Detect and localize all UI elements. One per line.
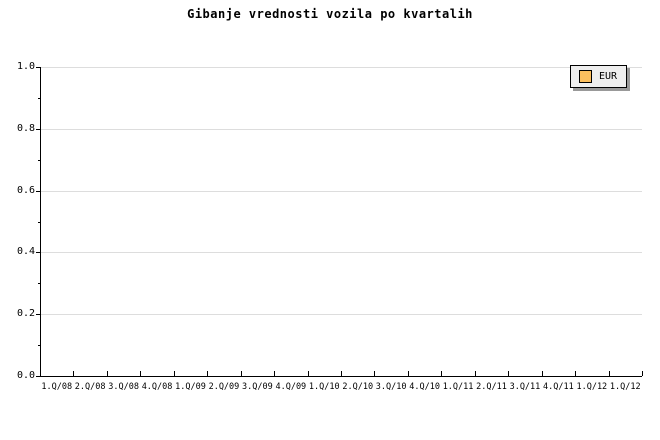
y-axis-label-0.0: 0.0 [16,370,35,381]
y-major-tick-0.2 [36,314,40,316]
y-minor-tick-0.7 [38,159,40,161]
x-axis-label-11: 3.Q/10 [375,382,407,392]
y-minor-tick-0.9 [38,97,40,99]
legend-label-eur: EUR [599,71,618,82]
x-axis-tick-10 [374,371,375,376]
gridline-y-0.4 [41,252,642,254]
x-axis-tick-18 [642,371,643,376]
y-minor-tick-0.1 [38,345,40,347]
y-major-tick-0.6 [36,190,40,192]
x-axis-label-8: 4.Q/09 [275,382,307,392]
y-axis-label-0.2: 0.2 [16,308,35,320]
y-minor-tick-0.3 [38,283,40,285]
y-axis-label-0.8: 0.8 [16,122,35,134]
x-axis-label-17: 1.Q/12 [576,382,608,392]
x-axis-label-12: 4.Q/10 [409,382,440,392]
x-axis-label-14: 2.Q/11 [476,382,507,392]
x-axis-label-7: 3.Q/09 [242,382,273,392]
y-axis-label-1.0: 1.0 [16,61,35,72]
x-axis-tick-15 [542,371,543,376]
y-axis-label-0.4: 0.4 [16,246,35,258]
x-axis-label-6: 2.Q/09 [208,382,240,392]
x-axis-label-18: 1.Q/12 [609,382,641,392]
x-axis-label-1: 1.Q/08 [41,382,73,392]
x-axis-tick-17 [609,371,610,376]
x-axis-label-10: 2.Q/10 [342,382,374,392]
x-axis-label-2: 2.Q/08 [74,382,106,392]
x-axis-label-13: 1.Q/11 [442,382,474,392]
x-axis-tick-8 [308,371,309,376]
x-axis-label-5: 1.Q/09 [175,382,206,392]
y-major-tick-0.0 [36,376,40,377]
x-axis-label-16: 4.Q/11 [543,382,574,392]
y-axis-label-0.6: 0.6 [16,184,35,196]
x-axis-label-4: 4.Q/08 [141,382,173,392]
legend: EUR [570,65,628,88]
x-axis-tick-14 [508,371,509,376]
x-axis-tick-6 [241,371,242,376]
x-axis-label-15: 3.Q/11 [509,382,541,392]
x-axis-tick-2 [107,371,108,376]
y-major-tick-1.0 [36,67,40,68]
x-axis-label-3: 3.Q/08 [108,382,139,392]
gridline-y-0.2 [41,314,642,316]
gridline-y-1.0 [41,67,642,68]
x-axis-tick-3 [140,371,141,376]
x-axis-tick-5 [207,371,208,376]
legend-swatch-eur [579,70,592,83]
x-axis-tick-9 [341,371,342,376]
y-major-tick-0.8 [36,128,40,130]
chart-title: Gibanje vrednosti vozila po kvartalih [187,7,473,21]
x-axis-tick-1 [73,371,74,376]
plot-area [40,67,643,377]
y-major-tick-0.4 [36,252,40,254]
x-axis-tick-12 [441,371,442,376]
x-axis-label-9: 1.Q/10 [308,382,340,392]
x-axis-tick-16 [575,371,576,376]
gridline-y-0.8 [41,128,642,130]
x-axis-tick-7 [274,371,275,376]
gridline-y-0.6 [41,190,642,192]
x-axis-tick-4 [174,371,175,376]
x-axis-tick-13 [475,371,476,376]
y-minor-tick-0.5 [38,221,40,223]
x-axis-tick-11 [408,371,409,376]
